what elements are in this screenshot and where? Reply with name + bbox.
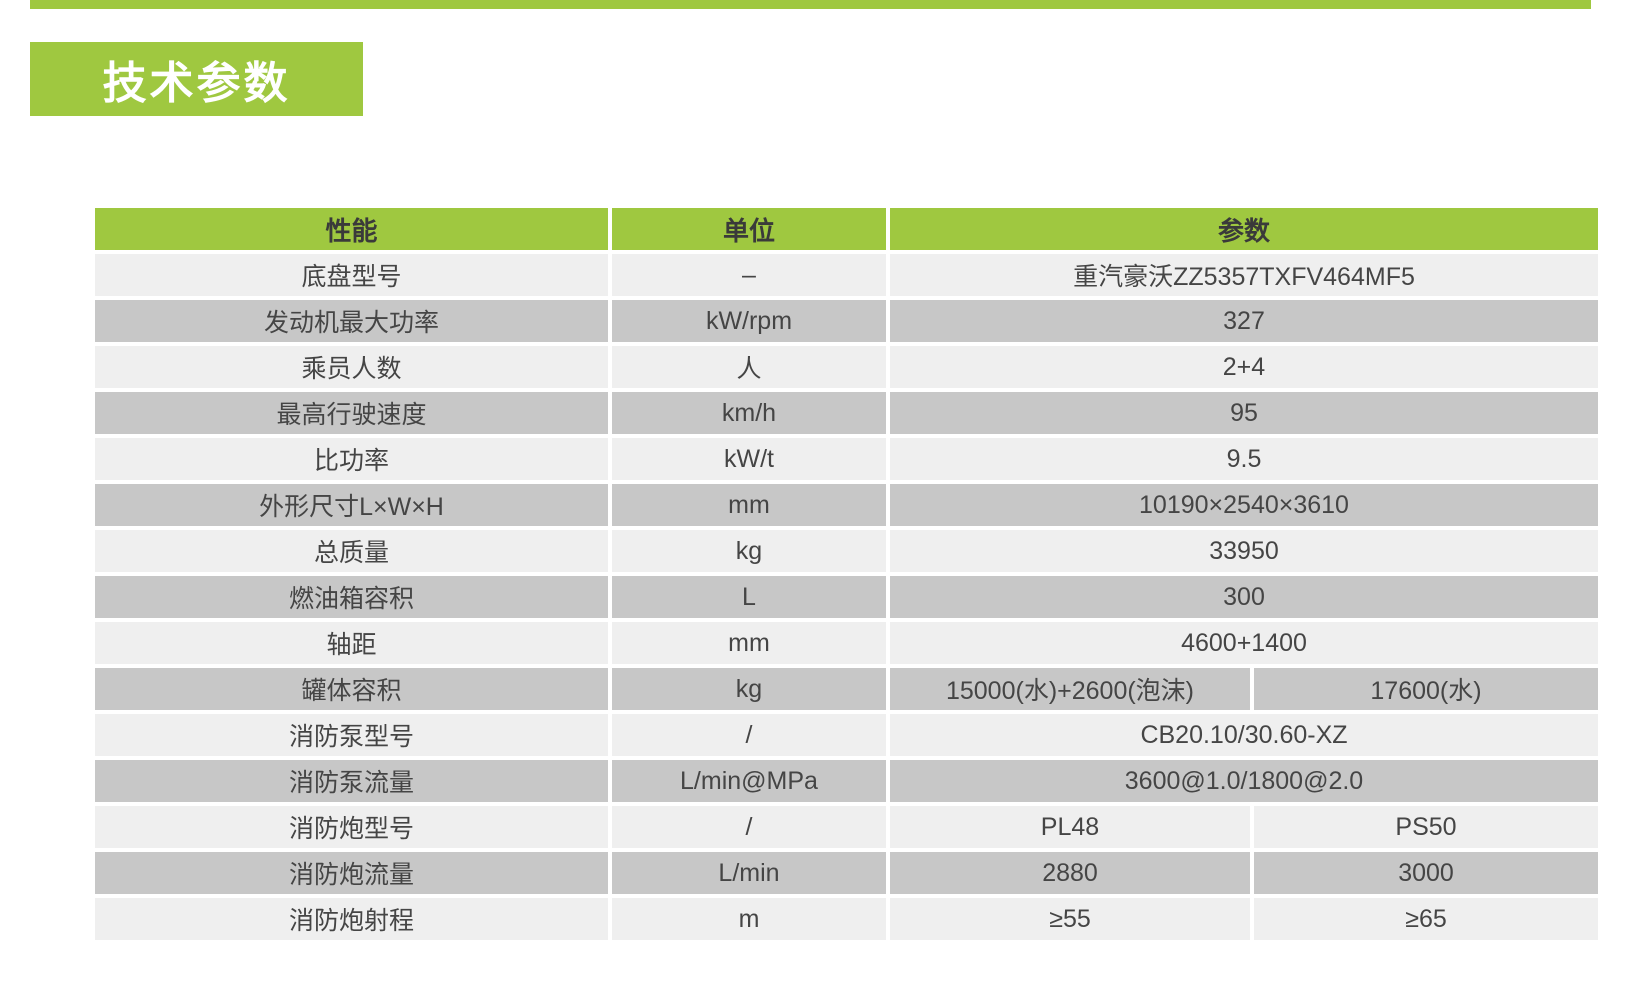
unit-cell: m: [612, 898, 886, 940]
unit-cell: L/min: [612, 852, 886, 894]
value-cell: CB20.10/30.60-XZ: [890, 714, 1598, 756]
param-name-cell: 最高行驶速度: [95, 392, 608, 434]
param-name-cell: 底盘型号: [95, 254, 608, 296]
value-cell: PS50: [1254, 806, 1598, 848]
header-cell: 性能: [95, 208, 608, 250]
value-cell: 3000: [1254, 852, 1598, 894]
value-cell: 300: [890, 576, 1598, 618]
value-cell: 95: [890, 392, 1598, 434]
param-name-cell: 消防泵型号: [95, 714, 608, 756]
page-title-box: 技术参数: [30, 42, 363, 116]
unit-cell: –: [612, 254, 886, 296]
value-cell: ≥55: [890, 898, 1250, 940]
unit-cell: mm: [612, 622, 886, 664]
param-name-cell: 外形尺寸L×W×H: [95, 484, 608, 526]
value-cell: 3600@1.0/1800@2.0: [890, 760, 1598, 802]
value-cell: 10190×2540×3610: [890, 484, 1598, 526]
value-cell: PL48: [890, 806, 1250, 848]
param-name-cell: 乘员人数: [95, 346, 608, 388]
value-cell: 2880: [890, 852, 1250, 894]
value-cell: 2+4: [890, 346, 1598, 388]
unit-cell: kW/t: [612, 438, 886, 480]
value-cell: 327: [890, 300, 1598, 342]
unit-cell: km/h: [612, 392, 886, 434]
param-name-cell: 燃油箱容积: [95, 576, 608, 618]
unit-cell: /: [612, 714, 886, 756]
spec-table: 性能 单位 参数 底盘型号 – 重汽豪沃ZZ5357TXFV464MF5 发动机最大功率 kW…: [95, 208, 1598, 940]
unit-cell: kg: [612, 530, 886, 572]
unit-cell: 人: [612, 346, 886, 388]
unit-cell: L/min@MPa: [612, 760, 886, 802]
param-name-cell: 发动机最大功率: [95, 300, 608, 342]
value-cell: 9.5: [890, 438, 1598, 480]
value-cell: 17600(水): [1254, 668, 1598, 710]
value-cell: 重汽豪沃ZZ5357TXFV464MF5: [890, 254, 1598, 296]
header-cell: 参数: [890, 208, 1598, 250]
unit-cell: kW/rpm: [612, 300, 886, 342]
param-name-cell: 消防炮流量: [95, 852, 608, 894]
unit-cell: /: [612, 806, 886, 848]
header-cell: 单位: [612, 208, 886, 250]
unit-cell: L: [612, 576, 886, 618]
param-name-cell: 消防泵流量: [95, 760, 608, 802]
value-cell: ≥65: [1254, 898, 1598, 940]
unit-cell: kg: [612, 668, 886, 710]
value-cell: 33950: [890, 530, 1598, 572]
param-name-cell: 总质量: [95, 530, 608, 572]
value-cell: 15000(水)+2600(泡沫): [890, 668, 1250, 710]
param-name-cell: 比功率: [95, 438, 608, 480]
param-name-cell: 消防炮型号: [95, 806, 608, 848]
top-accent-bar: [30, 0, 1591, 9]
param-name-cell: 轴距: [95, 622, 608, 664]
unit-cell: mm: [612, 484, 886, 526]
page-title: 技术参数: [102, 59, 291, 108]
param-name-cell: 消防炮射程: [95, 898, 608, 940]
value-cell: 4600+1400: [890, 622, 1598, 664]
param-name-cell: 罐体容积: [95, 668, 608, 710]
